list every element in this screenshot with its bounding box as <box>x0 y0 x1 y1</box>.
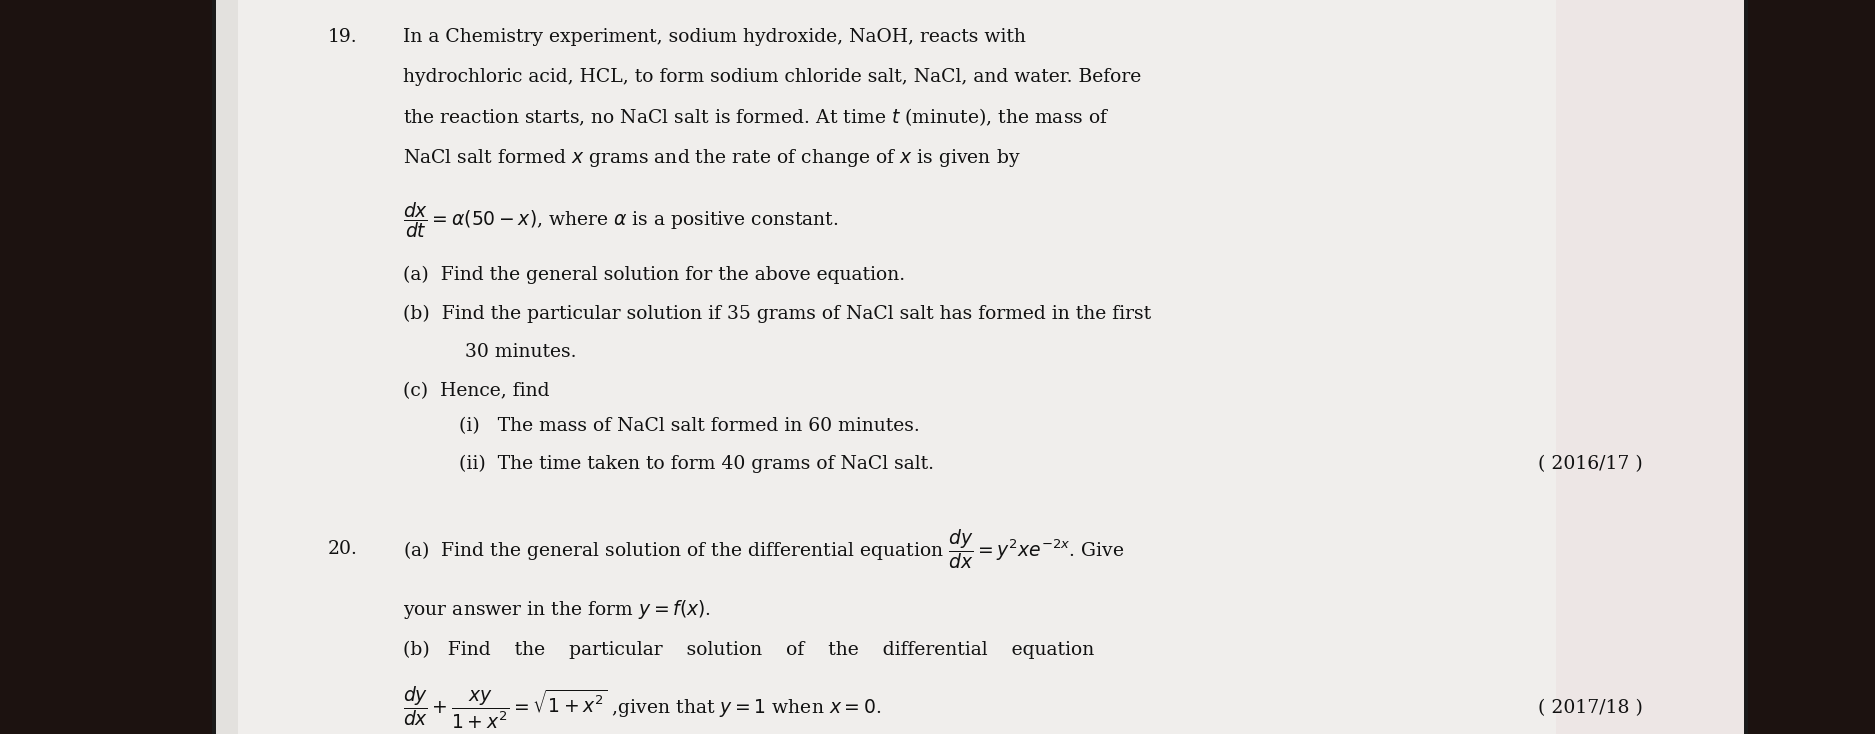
Text: the reaction starts, no NaCl salt is formed. At time $t$ (minute), the mass of: the reaction starts, no NaCl salt is for… <box>403 106 1110 128</box>
Text: (i)   The mass of NaCl salt formed in 60 minutes.: (i) The mass of NaCl salt formed in 60 m… <box>459 417 921 435</box>
Text: In a Chemistry experiment, sodium hydroxide, NaOH, reacts with: In a Chemistry experiment, sodium hydrox… <box>403 28 1026 46</box>
FancyBboxPatch shape <box>0 0 212 734</box>
FancyBboxPatch shape <box>1748 0 1875 734</box>
Text: your answer in the form $y = f(x)$.: your answer in the form $y = f(x)$. <box>403 597 711 621</box>
Text: 19.: 19. <box>328 28 358 46</box>
Text: (b)  Find the particular solution if 35 grams of NaCl salt has formed in the fir: (b) Find the particular solution if 35 g… <box>403 305 1151 323</box>
Text: ( 2016/17 ): ( 2016/17 ) <box>1538 455 1642 473</box>
Text: 20.: 20. <box>328 540 358 558</box>
Text: NaCl salt formed $x$ grams and the rate of change of $x$ is given by: NaCl salt formed $x$ grams and the rate … <box>403 147 1020 169</box>
Text: ( 2017/18 ): ( 2017/18 ) <box>1538 700 1642 717</box>
FancyBboxPatch shape <box>216 0 1744 734</box>
Text: (ii)  The time taken to form 40 grams of NaCl salt.: (ii) The time taken to form 40 grams of … <box>459 455 934 473</box>
FancyBboxPatch shape <box>216 0 238 734</box>
Text: (a)  Find the general solution of the differential equation $\dfrac{dy}{dx} = y^: (a) Find the general solution of the dif… <box>403 527 1125 571</box>
Text: (a)  Find the general solution for the above equation.: (a) Find the general solution for the ab… <box>403 266 906 284</box>
Text: $\dfrac{dy}{dx} + \dfrac{xy}{1+x^{2}} = \sqrt{1+x^{2}}$ ,given that $y = 1$ when: $\dfrac{dy}{dx} + \dfrac{xy}{1+x^{2}} = … <box>403 685 881 732</box>
Text: (b)   Find    the    particular    solution    of    the    differential    equa: (b) Find the particular solution of the … <box>403 641 1095 658</box>
FancyBboxPatch shape <box>1556 0 1744 734</box>
Text: $\dfrac{dx}{dt} = \alpha(50-x)$, where $\alpha$ is a positive constant.: $\dfrac{dx}{dt} = \alpha(50-x)$, where $… <box>403 200 838 240</box>
Text: 30 minutes.: 30 minutes. <box>465 344 576 361</box>
Text: (c)  Hence, find: (c) Hence, find <box>403 382 549 400</box>
Text: hydrochloric acid, HCL, to form sodium chloride salt, NaCl, and water. Before: hydrochloric acid, HCL, to form sodium c… <box>403 68 1142 86</box>
